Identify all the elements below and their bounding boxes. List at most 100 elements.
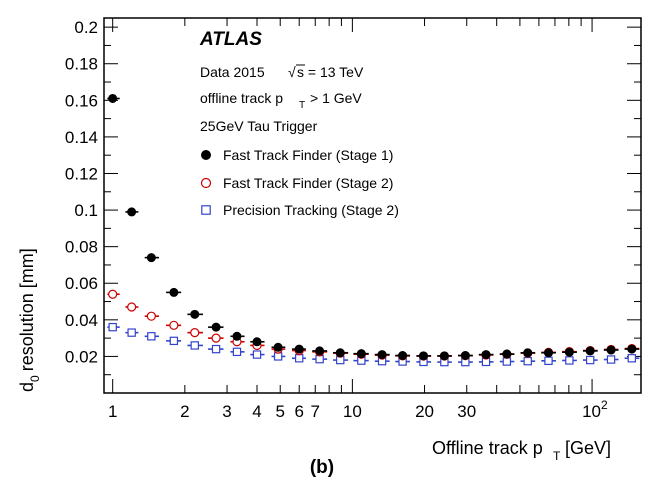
data-point — [146, 253, 156, 263]
data-point — [201, 205, 211, 215]
data-series — [107, 93, 640, 367]
data-point — [232, 347, 242, 357]
data-point — [146, 311, 156, 321]
data-point — [295, 354, 304, 363]
data-point — [544, 348, 554, 358]
y-axis-title: d0 resolution [mm] — [17, 248, 42, 392]
data-point — [108, 289, 118, 299]
legend: Fast Track Finder (Stage 1) Fast Track Fi… — [200, 147, 399, 218]
annotation-trigger: 25GeV Tau Trigger — [200, 118, 318, 134]
x-axis-title: Offline track p T [GeV] — [432, 438, 611, 463]
data-point — [565, 356, 574, 365]
sqrt-s-text: s = 13 TeV — [297, 64, 364, 80]
data-point — [544, 356, 553, 366]
series-1 — [107, 93, 640, 361]
data-point — [606, 345, 616, 355]
data-point — [502, 357, 512, 366]
y-tick-label: 0.06 — [65, 274, 98, 293]
y-tick-label: 0.02 — [65, 347, 98, 366]
data-point — [606, 355, 616, 364]
x-tick-label-100: 102 — [582, 398, 608, 421]
data-point — [273, 352, 283, 361]
annotation-track-pt-cut: > 1 GeV — [310, 90, 362, 106]
data-point — [169, 287, 179, 297]
data-point — [377, 350, 387, 360]
x-tick-label: 10 — [343, 402, 362, 421]
data-point — [169, 336, 179, 346]
data-point — [481, 350, 491, 360]
legend-label: Precision Tracking (Stage 2) — [223, 202, 399, 218]
annotation-track-pt-main: offline track p — [200, 90, 283, 106]
sqrt-s-annotation: √ s = 13 TeV — [288, 64, 364, 80]
annotation-data-year: Data 2015 — [200, 64, 265, 80]
data-point — [627, 344, 637, 354]
data-point — [252, 350, 262, 359]
y-axis-title-text: d0 resolution [mm] — [17, 248, 42, 392]
data-point — [147, 332, 156, 341]
data-point — [460, 351, 470, 360]
data-point — [108, 322, 117, 332]
data-point — [190, 328, 200, 338]
data-point — [200, 177, 212, 189]
data-point — [252, 337, 262, 347]
data-point — [315, 346, 325, 356]
data-point — [564, 347, 574, 357]
data-point — [294, 344, 304, 354]
x-axis-title-unit: [GeV] — [565, 438, 611, 458]
data-point — [585, 355, 595, 365]
y-tick-label: 0.14 — [65, 128, 98, 147]
legend-item: Precision Tracking (Stage 2) — [201, 202, 399, 218]
y-tick-label: 0.04 — [65, 311, 98, 330]
legend-label: Fast Track Finder (Stage 1) — [223, 147, 393, 163]
data-point — [273, 342, 283, 352]
series-2 — [107, 289, 640, 361]
data-point — [335, 348, 345, 358]
data-point — [315, 354, 324, 364]
data-point — [439, 351, 449, 361]
annotation-track-pt-sub: T — [299, 100, 305, 111]
x-tick-label: 30 — [457, 402, 476, 421]
x-tick-label: 7 — [311, 402, 320, 421]
data-point — [585, 346, 595, 356]
y-tick-label: 0.16 — [65, 91, 98, 110]
atlas-label: ATLAS — [199, 29, 262, 50]
x-tick-label: 5 — [275, 402, 284, 421]
data-point — [502, 349, 512, 359]
x-axis-ticks: 1 2 3 4 5 6 7 10 20 30 102 — [108, 18, 608, 421]
y-tick-label: 0.2 — [74, 18, 98, 37]
y-tick-label: 0.08 — [65, 238, 98, 257]
data-point — [169, 320, 179, 330]
plot-frame — [103, 17, 642, 394]
data-point — [523, 356, 532, 366]
x-tick-label: 6 — [294, 402, 303, 421]
panel-label: (b) — [310, 457, 334, 478]
data-point — [523, 348, 533, 358]
data-point — [108, 93, 118, 103]
series-3 — [107, 322, 640, 367]
data-point — [398, 351, 408, 360]
x-tick-label: 3 — [222, 402, 231, 421]
y-tick-label: 0.18 — [65, 55, 98, 74]
data-point — [201, 150, 211, 160]
data-point — [627, 354, 637, 363]
data-point — [418, 351, 428, 361]
x-tick-label: 1 — [108, 402, 117, 421]
data-point — [232, 331, 242, 341]
data-point — [211, 344, 221, 354]
y-axis-title-d: d — [17, 382, 37, 392]
data-point — [356, 349, 366, 359]
data-point — [211, 322, 221, 332]
data-point — [190, 341, 199, 350]
y-axis-title-rest: resolution [mm] — [17, 248, 37, 371]
x-axis-title-sub: T — [553, 449, 561, 463]
data-point — [211, 333, 221, 343]
data-point — [127, 328, 136, 337]
annotation-track-pt: offline track p T > 1 GeV — [200, 90, 362, 111]
legend-item: Fast Track Finder (Stage 2) — [200, 175, 393, 191]
x-tick-label: 20 — [415, 402, 434, 421]
y-tick-label: 0.12 — [65, 164, 98, 183]
legend-item: Fast Track Finder (Stage 1) — [201, 147, 393, 163]
x-axis-title-main: Offline track p — [432, 438, 543, 458]
data-point — [127, 207, 137, 217]
